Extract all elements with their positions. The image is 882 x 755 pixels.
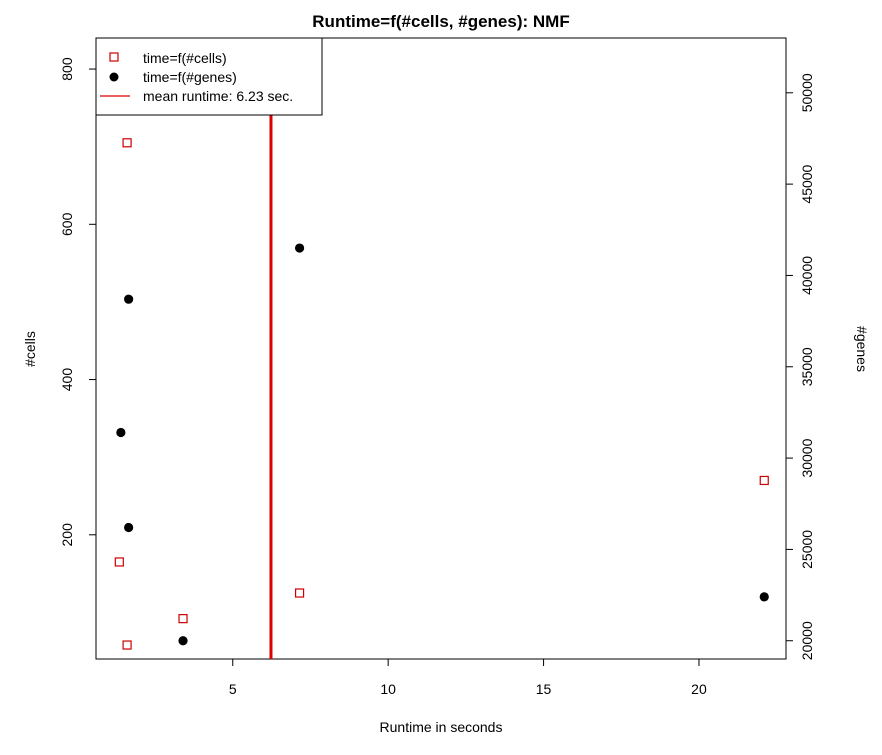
x-axis-label: Runtime in seconds (380, 719, 503, 735)
genes-data-point (759, 592, 769, 602)
y-axis-right-label: #genes (854, 326, 870, 372)
legend: time=f(#cells) time=f(#genes) mean runti… (95, 37, 323, 116)
data-points (114, 138, 769, 650)
y-right-tick-label: 45000 (799, 164, 815, 203)
y-axis-left-label: #cells (22, 331, 38, 367)
plot-area-border (95, 37, 787, 660)
genes-data-point (294, 243, 305, 253)
legend-label-mean: mean runtime: 6.23 sec. (143, 88, 293, 104)
y-left-tick-label: 200 (59, 523, 75, 547)
x-axis: 5 10 15 20 (229, 658, 707, 697)
genes-data-point (124, 294, 134, 304)
cells-data-point (759, 475, 769, 486)
chart-title: Runtime=f(#cells, #genes): NMF (312, 12, 569, 31)
legend-square-icon (109, 52, 119, 62)
genes-data-point (178, 636, 188, 646)
y-right-tick-label: 30000 (799, 438, 815, 477)
y-right-tick-label: 25000 (799, 530, 815, 569)
x-tick-label: 5 (229, 681, 237, 697)
cells-data-point (178, 614, 188, 624)
cells-data-point (122, 138, 132, 148)
legend-box (95, 37, 323, 116)
y-axis-left: 200 400 600 800 (59, 57, 97, 547)
genes-data-point (116, 427, 126, 438)
y-right-tick-label: 20000 (799, 621, 815, 660)
y-right-tick-label: 40000 (799, 256, 815, 295)
y-right-tick-label: 35000 (799, 347, 815, 386)
cells-data-point (294, 588, 305, 598)
y-right-tick-label: 50000 (799, 73, 815, 112)
x-tick-label: 10 (380, 681, 396, 697)
legend-label-genes: time=f(#genes) (143, 69, 237, 85)
genes-data-point (124, 522, 134, 533)
y-axis-right: 20000 25000 30000 35000 40000 45000 50000 (785, 73, 815, 660)
x-tick-label: 20 (691, 681, 707, 697)
x-tick-label: 15 (536, 681, 552, 697)
cells-data-point (122, 640, 132, 650)
cells-data-point (114, 557, 124, 567)
legend-dot-icon (109, 72, 119, 82)
y-left-tick-label: 800 (59, 57, 75, 81)
legend-label-cells: time=f(#cells) (143, 50, 227, 66)
y-left-tick-label: 400 (59, 368, 75, 392)
y-left-tick-label: 600 (59, 212, 75, 236)
